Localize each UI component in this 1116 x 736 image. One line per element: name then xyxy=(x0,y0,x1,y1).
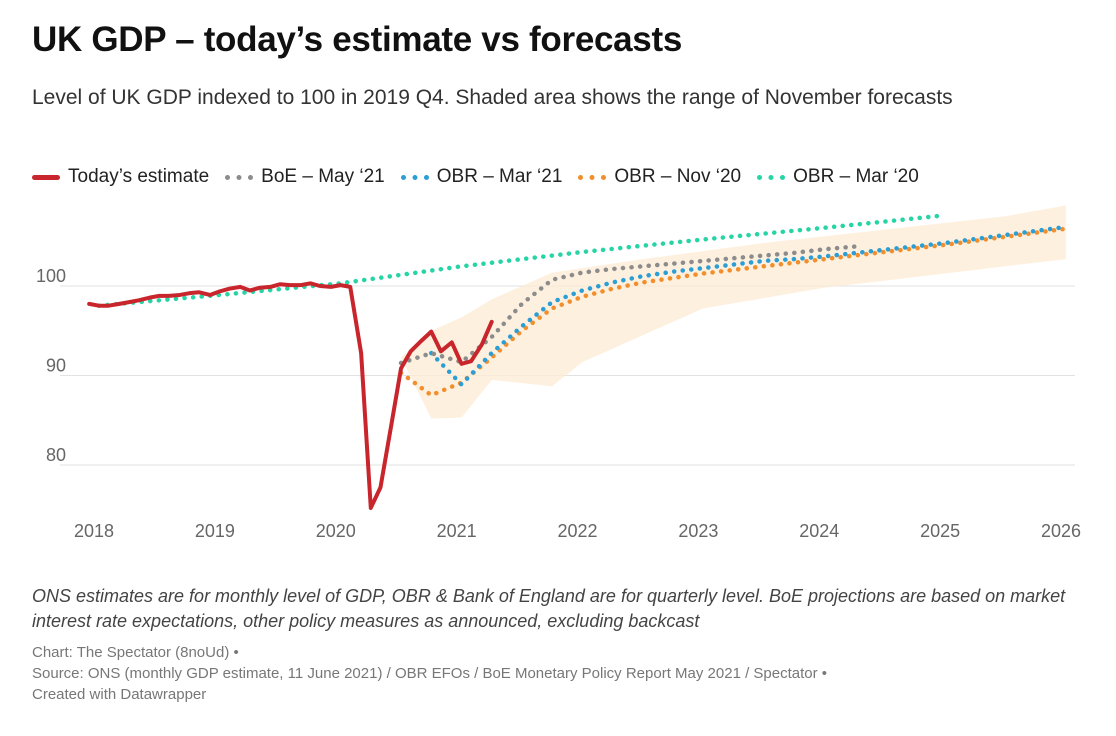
legend-label-obr-nov-20: OBR – Nov ‘20 xyxy=(614,166,742,187)
chart-subtitle: Level of UK GDP indexed to 100 in 2019 Q… xyxy=(32,86,953,109)
created-with: Created with Datawrapper xyxy=(32,686,207,703)
series-line-obr-nov-20 xyxy=(398,226,1069,398)
legend-swatch-obr-mar-21 xyxy=(400,174,429,180)
x-tick-label-2020: 2020 xyxy=(316,521,356,541)
legend-item-boe-may-21: BoE – May ‘21 xyxy=(225,166,385,188)
legend-label-obr-mar-21: OBR – Mar ‘21 xyxy=(436,166,563,187)
series-line-boe-may-21 xyxy=(398,244,857,366)
chart-credit: Chart: The Spectator (8noUd) • xyxy=(32,644,239,661)
legend-swatch-obr-nov-20 xyxy=(578,174,607,180)
legend-item-obr-mar-20: OBR – Mar ‘20 xyxy=(757,166,919,188)
y-tick-label-100: 100 xyxy=(36,266,66,286)
chart-title: UK GDP – today’s estimate vs forecasts xyxy=(32,20,682,59)
chart-footer: Chart: The Spectator (8noUd) • Source: O… xyxy=(32,642,1072,705)
chart-legend: Today’s estimate BoE – May ‘21 OBR – Mar… xyxy=(32,164,935,190)
chart-notes: ONS estimates are for monthly level of G… xyxy=(32,586,1066,631)
x-tick-label-2018: 2018 xyxy=(74,521,114,541)
legend-label-obr-mar-20: OBR – Mar ‘20 xyxy=(793,166,919,187)
series-line-obr-mar-21 xyxy=(428,224,1069,387)
legend-item-obr-mar-21: OBR – Mar ‘21 xyxy=(400,166,563,188)
legend-swatch-boe-may-21 xyxy=(225,174,254,180)
legend-item-obr-nov-20: OBR – Nov ‘20 xyxy=(578,166,741,188)
legend-swatch-todays-estimate xyxy=(32,174,60,180)
legend-swatch-obr-mar-20 xyxy=(757,174,786,180)
x-tick-label-2023: 2023 xyxy=(678,521,718,541)
x-tick-label-2019: 2019 xyxy=(195,521,235,541)
x-tick-label-2022: 2022 xyxy=(557,521,597,541)
y-tick-label-90: 90 xyxy=(46,356,66,376)
gdp-line-chart: 80 90 100 2018 2019 2020 2021 2022 2023 2024 2025 2… xyxy=(36,205,1081,541)
x-tick-label-2026: 2026 xyxy=(1041,521,1081,541)
x-tick-label-2025: 2025 xyxy=(920,521,960,541)
legend-label-todays-estimate: Today’s estimate xyxy=(68,166,210,187)
november-forecast-range-band xyxy=(401,205,1066,419)
legend-item-todays-estimate: Today’s estimate xyxy=(32,166,209,188)
chart-source: Source: ONS (monthly GDP estimate, 11 Ju… xyxy=(32,665,828,682)
x-tick-label-2021: 2021 xyxy=(437,521,477,541)
series-line-today-s-estimate xyxy=(87,281,494,510)
legend-label-boe-may-21: BoE – May ‘21 xyxy=(261,166,385,187)
y-tick-label-80: 80 xyxy=(46,445,66,465)
x-tick-label-2024: 2024 xyxy=(799,521,839,541)
